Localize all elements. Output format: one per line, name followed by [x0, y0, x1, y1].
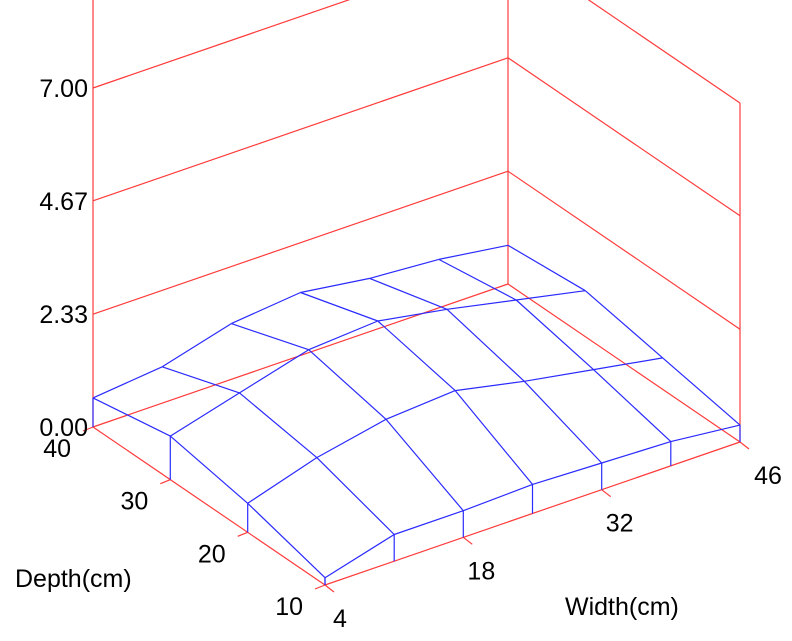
surface-width-line — [369, 258, 439, 279]
surface-depth-line — [369, 277, 448, 310]
surface-depth-line — [377, 320, 456, 392]
surface-depth-line — [507, 244, 586, 292]
y-tick-label: 20 — [198, 540, 226, 568]
x-tick-mark — [601, 489, 612, 498]
surface-width-line — [670, 424, 741, 443]
surface-width-line — [516, 290, 586, 301]
surface-width-line — [247, 457, 318, 504]
surface-width-line — [593, 357, 663, 371]
surface-depth-line — [231, 323, 309, 351]
surface-width-line — [455, 380, 525, 392]
y-tick-label: 30 — [121, 488, 149, 516]
chart-labels: 0.002.334.677.00μT418324610203040Width(c… — [15, 75, 782, 633]
surface-depth-line — [92, 397, 171, 437]
surface-width-line — [324, 533, 395, 579]
y-tick-mark — [82, 426, 94, 432]
surface-width-line — [377, 308, 448, 322]
surface-mesh — [92, 244, 741, 585]
surface-depth-line — [515, 299, 594, 371]
surface-width-line — [316, 418, 387, 459]
surface-depth-line — [584, 290, 664, 359]
surface-width-line — [169, 392, 240, 437]
surface-width-line — [161, 323, 232, 368]
z-tick-label: 0.00 — [39, 414, 88, 442]
z-tick-label: 7.00 — [39, 75, 88, 103]
surface-width-line — [92, 366, 163, 399]
surface-depth-line — [247, 502, 326, 579]
surface-width-line — [385, 390, 456, 420]
surface-depth-line — [454, 390, 533, 485]
surface-width-line — [524, 369, 594, 382]
back-wall-gridline — [92, 57, 509, 202]
x-tick-mark — [739, 441, 750, 450]
x-tick-mark — [462, 536, 473, 545]
surface-depth-line — [438, 258, 517, 301]
surface-width-line — [463, 483, 533, 512]
surface-depth-line — [162, 366, 240, 394]
surface-depth-line — [446, 308, 525, 382]
surface-width-line — [438, 244, 509, 260]
z-tick-label: 4.67 — [39, 188, 88, 216]
z-tick-label: 2.33 — [39, 301, 88, 329]
surface-width-line — [532, 462, 602, 485]
right-wall-gridline — [507, 170, 741, 330]
surface-depth-line — [662, 357, 741, 426]
x-tick-label: 32 — [606, 510, 634, 538]
right-wall-gridline — [587, 0, 741, 104]
y-tick-mark — [160, 479, 171, 485]
surface-depth-line — [169, 435, 249, 504]
y-tick-label: 10 — [275, 593, 303, 621]
surface-depth-line — [385, 418, 464, 512]
surface-depth-line — [316, 457, 395, 535]
x-tick-mark — [324, 584, 335, 593]
depth-axis-line — [92, 426, 326, 586]
back-wall-gridline — [92, 170, 509, 315]
x-tick-label: 18 — [467, 557, 495, 585]
surface-depth-line — [308, 349, 387, 420]
right-wall-gridline — [507, 57, 741, 217]
y-tick-label: 40 — [43, 435, 71, 463]
y-tick-mark — [237, 531, 248, 537]
surface-depth-line — [300, 291, 379, 322]
surface-width-line — [601, 441, 671, 464]
surface-depth-line — [239, 392, 318, 459]
surface-width-line — [446, 299, 517, 310]
surface-depth-line — [523, 380, 603, 464]
y-axis-title: Depth(cm) — [15, 565, 132, 593]
chart-walls — [82, 0, 750, 593]
back-wall-gridline — [92, 0, 351, 89]
x-tick-label: 46 — [754, 462, 782, 490]
right-floor-line — [507, 283, 741, 443]
y-tick-mark — [314, 584, 326, 590]
x-tick-label: 4 — [333, 605, 347, 633]
surface-width-line — [394, 510, 464, 536]
surface-width-line — [231, 291, 301, 325]
surface-width-line — [239, 349, 310, 394]
surface-width-line — [308, 320, 379, 351]
surface-width-line — [300, 277, 370, 294]
surface-depth-line — [593, 369, 672, 443]
x-axis-title: Width(cm) — [565, 593, 679, 621]
